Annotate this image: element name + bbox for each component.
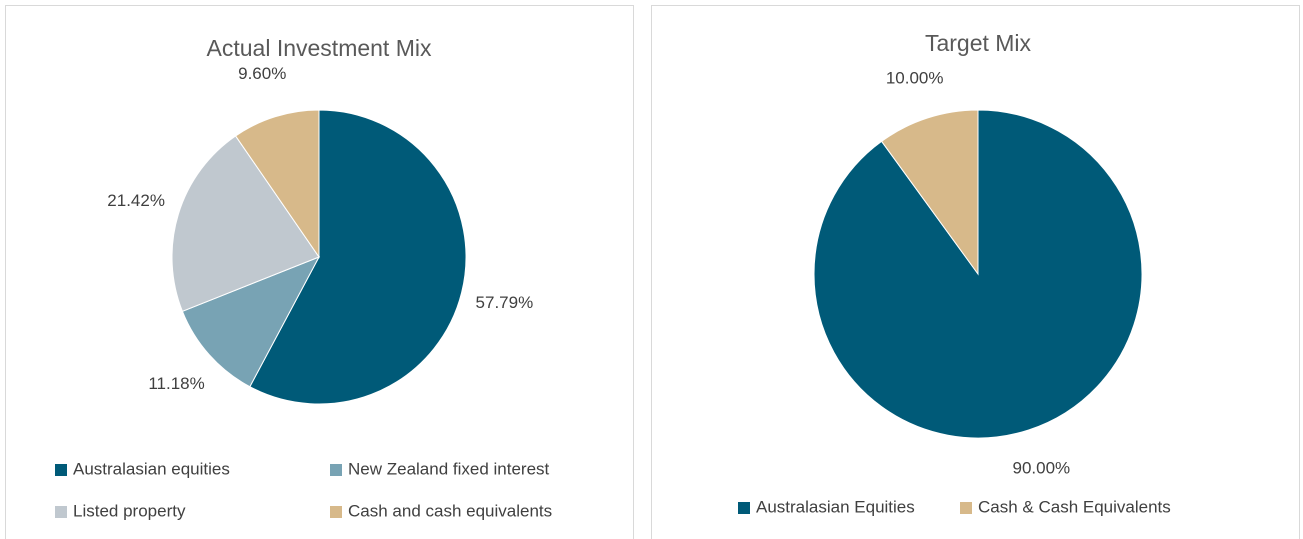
chart-title: Actual Investment Mix [207,35,432,61]
pie-slice [880,109,979,276]
legend-swatch [960,502,972,514]
legend-label: Australasian equities [73,459,230,478]
data-label: 11.18% [148,374,204,393]
legend-label: New Zealand fixed interest [348,459,550,478]
data-label: 10.00% [886,69,944,88]
legend-label: Australasian Equities [756,497,915,516]
legend-label: Cash & Cash Equivalents [978,497,1171,516]
legend-swatch [738,502,750,514]
data-label: 9.60% [238,64,286,83]
panel-right [651,5,1300,539]
legend-swatch [55,464,67,476]
pie-slice [171,135,320,312]
pie-slice [234,109,320,259]
data-label: 21.42% [107,191,165,210]
legend-swatch [330,464,342,476]
panel-left [5,5,634,539]
legend-swatch [55,506,67,518]
legend-swatch [330,506,342,518]
legend-label: Listed property [73,501,186,520]
pie-slice [181,256,321,388]
legend-label: Cash and cash equivalents [348,501,552,520]
pie-slice [249,109,467,405]
data-label: 57.79% [476,293,534,312]
data-label: 90.00% [1013,458,1071,477]
chart-title: Target Mix [925,30,1032,56]
